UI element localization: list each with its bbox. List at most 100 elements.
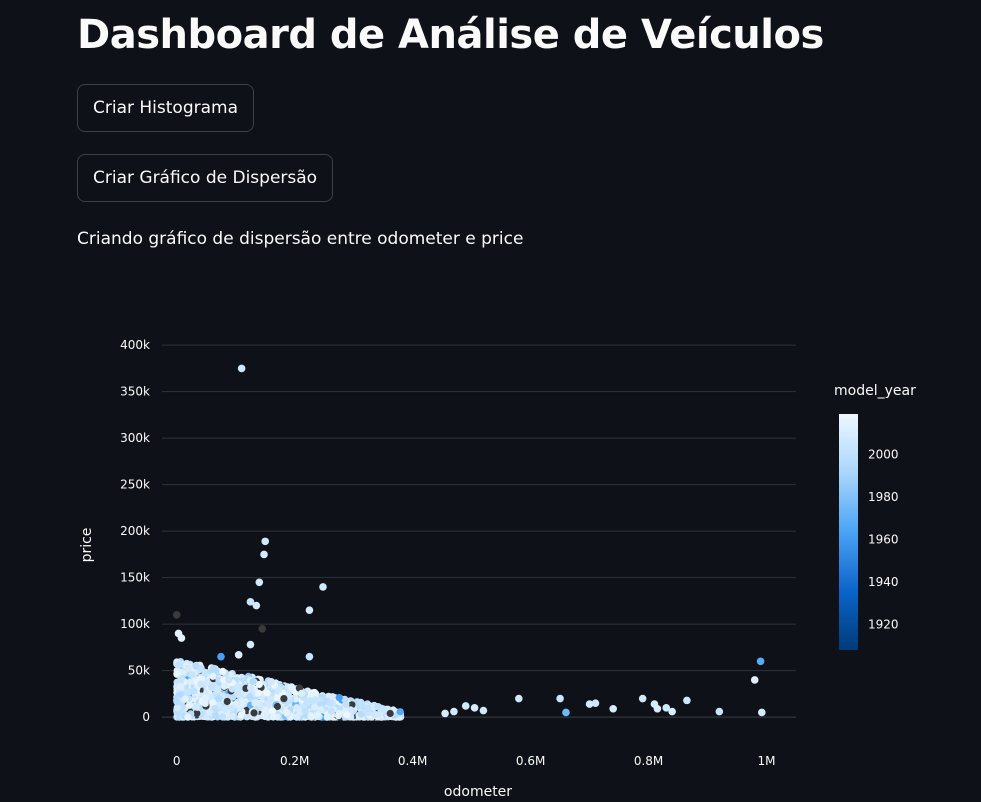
data-point[interactable] xyxy=(357,710,365,718)
data-point[interactable] xyxy=(307,712,315,720)
data-point[interactable] xyxy=(653,704,662,713)
data-point[interactable] xyxy=(186,678,194,686)
data-point[interactable] xyxy=(217,652,225,661)
data-point[interactable] xyxy=(374,703,382,711)
data-point[interactable] xyxy=(209,672,217,680)
data-point[interactable] xyxy=(269,713,277,721)
data-point[interactable] xyxy=(283,709,291,717)
data-point[interactable] xyxy=(201,694,209,702)
data-point[interactable] xyxy=(307,690,315,698)
data-point[interactable] xyxy=(313,711,321,719)
data-point[interactable] xyxy=(323,713,331,721)
data-point[interactable] xyxy=(220,682,228,690)
data-point[interactable] xyxy=(515,694,523,703)
data-point[interactable] xyxy=(225,676,233,684)
data-point[interactable] xyxy=(638,694,647,703)
data-point[interactable] xyxy=(184,664,192,673)
data-point[interactable] xyxy=(305,652,314,661)
data-point[interactable] xyxy=(319,583,327,591)
data-point[interactable] xyxy=(461,702,470,710)
data-point[interactable] xyxy=(197,680,205,688)
data-point[interactable] xyxy=(609,704,617,713)
create-histogram-button[interactable]: Criar Histograma xyxy=(77,84,254,132)
data-point[interactable] xyxy=(303,699,311,707)
data-point[interactable] xyxy=(268,707,276,715)
data-point[interactable] xyxy=(343,711,351,719)
data-point[interactable] xyxy=(177,691,185,699)
data-point[interactable] xyxy=(228,693,237,701)
data-point[interactable] xyxy=(201,668,209,676)
data-point[interactable] xyxy=(238,697,246,705)
data-point[interactable] xyxy=(479,706,488,715)
data-point[interactable] xyxy=(209,699,217,707)
data-point[interactable] xyxy=(190,687,198,695)
data-point[interactable] xyxy=(293,713,301,721)
data-point[interactable] xyxy=(258,624,267,633)
create-scatter-button[interactable]: Criar Gráfico de Dispersão xyxy=(77,154,334,202)
data-point[interactable] xyxy=(264,700,272,708)
data-point[interactable] xyxy=(260,711,268,719)
data-point[interactable] xyxy=(293,704,301,712)
data-point[interactable] xyxy=(237,711,245,719)
data-point[interactable] xyxy=(228,685,236,693)
data-point[interactable] xyxy=(172,611,181,619)
data-point[interactable] xyxy=(250,709,258,717)
data-point[interactable] xyxy=(211,711,219,720)
data-point[interactable] xyxy=(317,706,325,714)
data-point[interactable] xyxy=(246,693,254,701)
data-point[interactable] xyxy=(715,707,724,716)
data-point[interactable] xyxy=(329,693,337,701)
data-point[interactable] xyxy=(662,704,671,712)
data-point[interactable] xyxy=(556,694,564,703)
data-point[interactable] xyxy=(177,675,185,683)
data-point[interactable] xyxy=(218,713,227,721)
data-point[interactable] xyxy=(177,634,186,642)
data-point[interactable] xyxy=(254,699,262,707)
data-point[interactable] xyxy=(757,708,766,717)
data-point[interactable] xyxy=(374,711,382,719)
data-point[interactable] xyxy=(335,694,343,702)
data-point[interactable] xyxy=(341,695,349,703)
data-point[interactable] xyxy=(188,671,196,679)
data-point[interactable] xyxy=(228,712,236,721)
data-point[interactable] xyxy=(201,699,209,708)
data-point[interactable] xyxy=(298,689,306,697)
data-point[interactable] xyxy=(254,689,262,697)
data-point[interactable] xyxy=(280,695,288,703)
data-point[interactable] xyxy=(396,708,404,716)
data-point[interactable] xyxy=(668,707,676,716)
data-point[interactable] xyxy=(236,692,244,700)
data-point[interactable] xyxy=(305,606,314,614)
data-point[interactable] xyxy=(203,678,211,686)
data-point[interactable] xyxy=(364,705,372,713)
data-point[interactable] xyxy=(470,704,479,712)
data-point[interactable] xyxy=(274,686,282,694)
data-point[interactable] xyxy=(185,701,194,709)
data-point[interactable] xyxy=(249,677,257,686)
data-point[interactable] xyxy=(193,709,201,718)
data-point[interactable] xyxy=(260,550,268,559)
data-point[interactable] xyxy=(247,684,255,692)
data-point[interactable] xyxy=(234,683,242,691)
data-point[interactable] xyxy=(184,713,192,721)
data-point[interactable] xyxy=(450,707,458,716)
data-point[interactable] xyxy=(246,598,255,606)
data-point[interactable] xyxy=(223,697,231,706)
data-point[interactable] xyxy=(585,700,594,708)
data-point[interactable] xyxy=(335,710,343,718)
data-point[interactable] xyxy=(273,702,281,711)
data-point[interactable] xyxy=(207,683,216,691)
data-point[interactable] xyxy=(591,699,600,707)
data-point[interactable] xyxy=(261,537,270,546)
data-point[interactable] xyxy=(358,701,366,710)
data-point[interactable] xyxy=(173,698,181,706)
data-point[interactable] xyxy=(326,699,334,707)
data-point[interactable] xyxy=(174,661,183,669)
data-point[interactable] xyxy=(267,678,275,686)
data-point[interactable] xyxy=(311,703,319,711)
data-point[interactable] xyxy=(228,704,236,712)
data-point[interactable] xyxy=(683,696,691,705)
data-point[interactable] xyxy=(327,707,335,715)
data-point[interactable] xyxy=(263,689,271,697)
data-point[interactable] xyxy=(221,706,229,714)
